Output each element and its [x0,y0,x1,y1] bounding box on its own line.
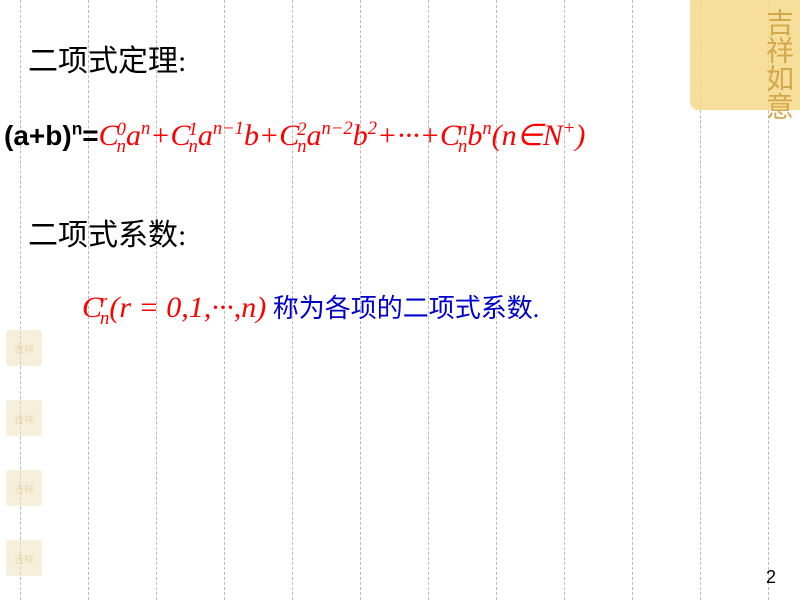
formula-rhs: C0nan+C1nan−1b+C2nan−2b2+···+Cnnbn(n∈N+) [99,119,586,152]
grid-line [20,0,21,600]
heading-binomial-theorem: 二项式定理: [28,36,186,80]
grid-line [632,0,633,600]
formula-lhs: (a+b)n= [4,120,99,151]
small-seal: 吉祥 [6,400,42,436]
coefficient-line: Crn(r = 0,1,···,n) 称为各项的二项式系数. [82,288,539,327]
heading-binomial-coefficient: 二项式系数: [28,210,186,254]
corner-seal-text: 吉祥如意 [702,8,792,120]
small-seal: 吉祥 [6,330,42,366]
page-number: 2 [766,567,776,588]
small-seal: 吉祥 [6,540,42,576]
coefficient-description: 称为各项的二项式系数. [266,294,539,323]
small-seal: 吉祥 [6,470,42,506]
coefficient-formula: Crn(r = 0,1,···,n) [82,291,266,324]
binomial-formula: (a+b)n=C0nan+C1nan−1b+C2nan−2b2+···+Cnnb… [4,118,800,155]
grid-line [564,0,565,600]
